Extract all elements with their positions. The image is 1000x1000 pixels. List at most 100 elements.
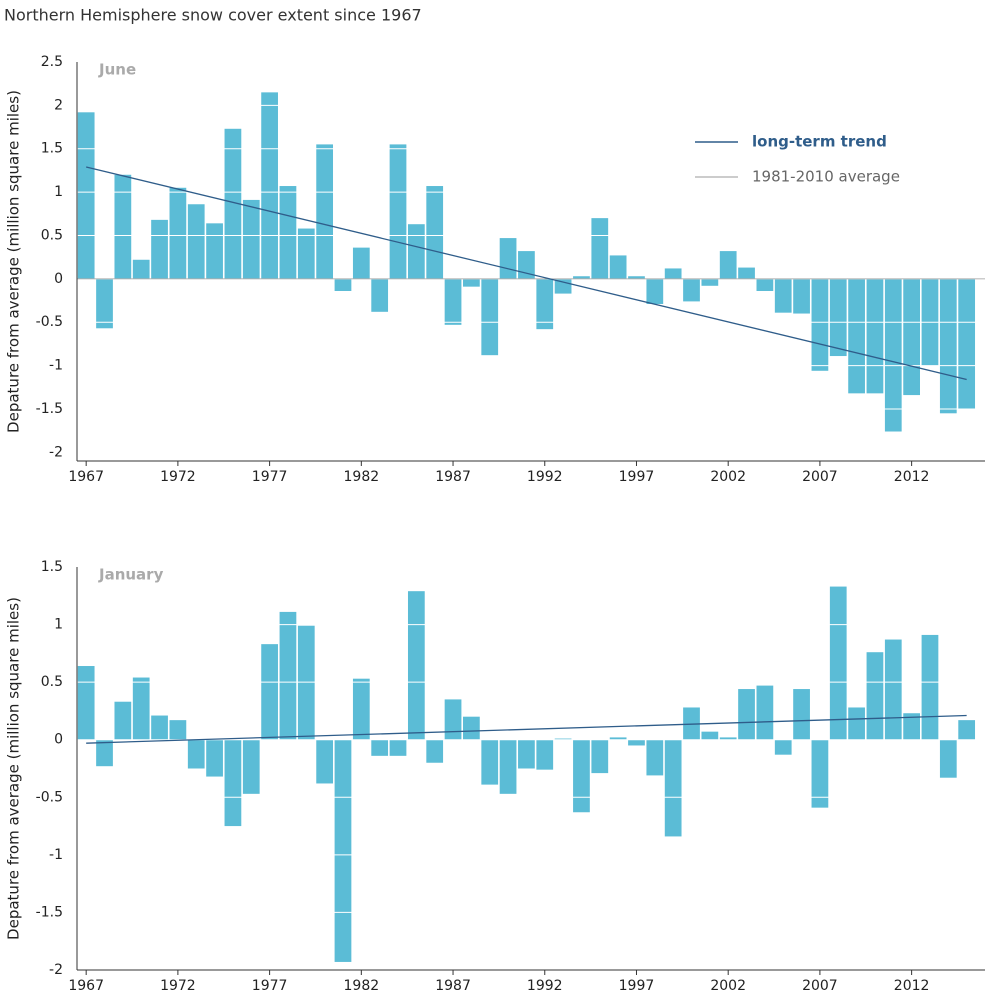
bar <box>921 634 939 740</box>
y-tick-label: 0 <box>54 271 63 287</box>
bar <box>261 644 278 740</box>
bar <box>463 716 480 740</box>
y-tick-label: -1.5 <box>36 401 63 417</box>
bar <box>811 278 829 371</box>
x-tick-label: 1972 <box>160 469 196 485</box>
bar <box>224 128 242 279</box>
x-tick-label: 1992 <box>527 978 563 994</box>
bar <box>939 278 957 414</box>
bar <box>829 278 847 357</box>
x-tick-label: 2002 <box>710 978 746 994</box>
y-tick-label: 1.5 <box>41 559 63 575</box>
bar <box>187 204 205 279</box>
bar <box>352 678 370 740</box>
bar <box>426 739 444 763</box>
bar <box>114 174 132 279</box>
bar <box>701 278 719 286</box>
bar <box>279 611 297 740</box>
y-tick-label: -1.5 <box>36 904 63 920</box>
x-tick-label: 2002 <box>710 469 746 485</box>
x-tick-label: 2012 <box>894 978 930 994</box>
bar <box>96 739 113 767</box>
trend-line <box>86 166 967 381</box>
x-tick-label: 2007 <box>802 469 838 485</box>
x-tick-label: 1977 <box>252 978 288 994</box>
bar <box>554 738 572 740</box>
x-tick-label: 1967 <box>68 978 104 994</box>
x-tick-label: 1997 <box>619 469 655 485</box>
y-axis-label: Depature from average (million square mi… <box>5 597 23 940</box>
bar <box>628 739 645 746</box>
y-tick-label: 1 <box>54 617 63 633</box>
bar <box>609 255 627 279</box>
bar <box>866 652 884 740</box>
bar <box>518 739 535 769</box>
y-tick-label: 1 <box>54 184 63 200</box>
bar <box>481 739 499 785</box>
bar <box>297 228 315 279</box>
bar <box>444 699 462 740</box>
bar <box>151 715 168 740</box>
x-tick-label: 1987 <box>435 469 471 485</box>
bar <box>774 739 792 755</box>
bar <box>738 267 755 279</box>
bar <box>701 731 719 740</box>
x-tick-label: 1987 <box>435 978 471 994</box>
bar <box>958 278 976 409</box>
x-tick-label: 1977 <box>252 469 288 485</box>
bar <box>646 739 664 776</box>
bar <box>609 737 627 740</box>
legend-label: 1981-2010 average <box>752 168 900 186</box>
bar <box>316 739 334 784</box>
y-tick-label: -1 <box>49 847 63 863</box>
bar <box>884 278 902 432</box>
x-tick-label: 1972 <box>160 978 196 994</box>
bar <box>151 219 168 279</box>
bar <box>628 276 645 279</box>
x-tick-label: 1997 <box>619 978 655 994</box>
bar <box>96 278 113 329</box>
bar <box>297 625 315 740</box>
bar <box>407 591 425 740</box>
bar <box>499 739 517 794</box>
bar <box>389 739 407 756</box>
y-tick-label: -2 <box>49 444 63 460</box>
x-tick-label: 1982 <box>344 469 380 485</box>
bar <box>261 92 278 279</box>
y-tick-label: -0.5 <box>36 314 63 330</box>
bar <box>573 739 590 813</box>
x-tick-label: 2007 <box>802 978 838 994</box>
bar <box>114 701 132 740</box>
bar <box>316 144 334 279</box>
bar <box>334 278 352 291</box>
bar <box>903 278 920 396</box>
bar <box>334 739 352 962</box>
bar <box>719 737 737 740</box>
bar <box>719 251 737 279</box>
bar <box>646 278 664 305</box>
bar <box>242 739 260 794</box>
y-tick-label: 1.5 <box>41 141 63 157</box>
bar <box>371 739 389 756</box>
legend-label: long-term trend <box>752 133 887 151</box>
bar <box>499 238 517 279</box>
bar <box>738 689 755 740</box>
bar <box>848 707 865 740</box>
bar <box>664 739 682 837</box>
bar <box>77 666 95 740</box>
x-tick-label: 1992 <box>527 469 563 485</box>
bar <box>371 278 389 312</box>
chart-title: Northern Hemisphere snow cover extent si… <box>4 6 422 25</box>
panel-title: January <box>98 566 164 584</box>
bar <box>407 224 425 279</box>
bar <box>756 685 774 740</box>
panel-title: June <box>98 61 136 79</box>
bar <box>866 278 884 394</box>
y-tick-label: 0.5 <box>41 674 63 690</box>
bar <box>884 639 902 740</box>
y-axis-label: Depature from average (million square mi… <box>5 90 23 433</box>
bar <box>939 739 957 778</box>
bar <box>591 739 609 774</box>
bar <box>793 689 810 740</box>
